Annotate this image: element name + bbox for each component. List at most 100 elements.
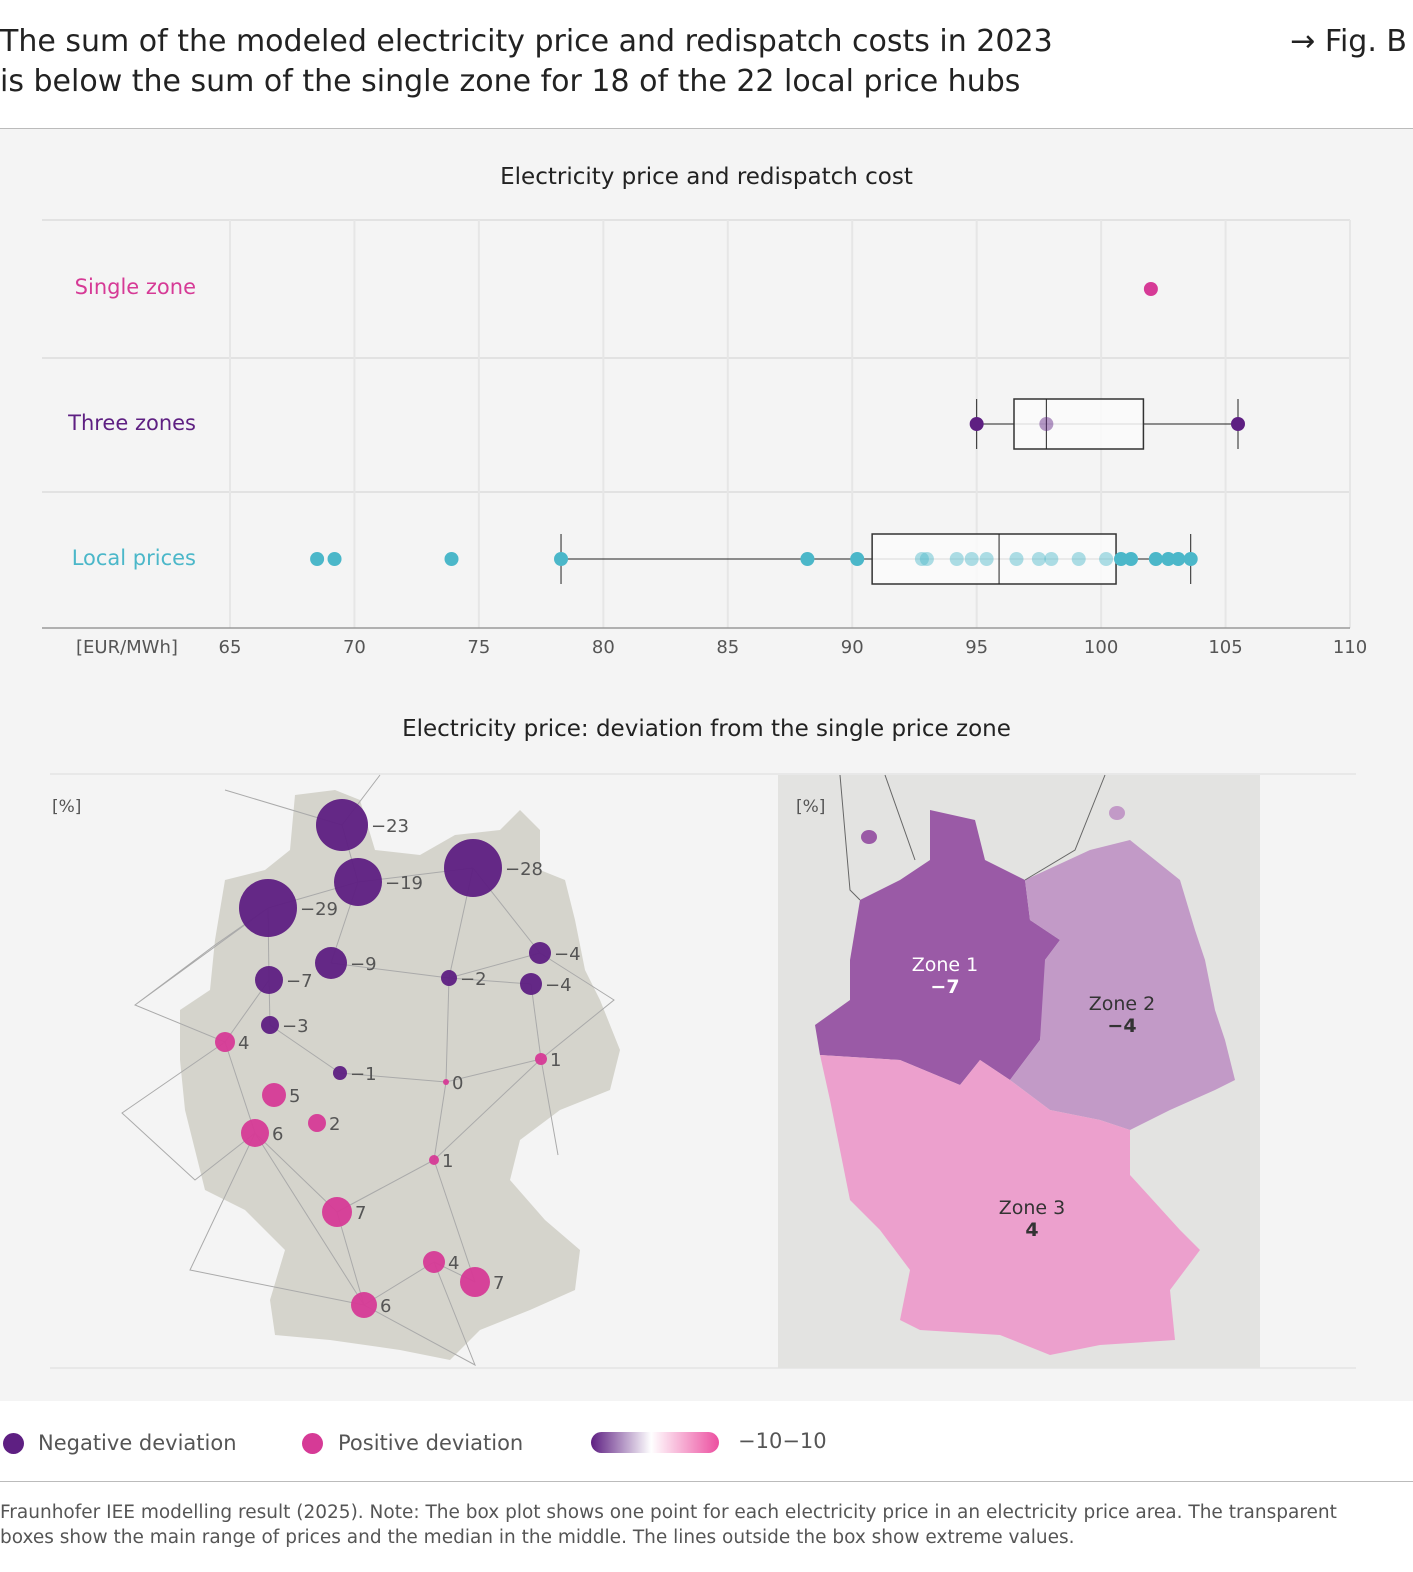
x-tick-label: 110 bbox=[1332, 637, 1368, 658]
data-point bbox=[800, 552, 815, 566]
zone-2-area bbox=[1010, 840, 1235, 1130]
price-hub-label: 6 bbox=[272, 1124, 283, 1145]
price-hub-bubble bbox=[535, 1053, 547, 1065]
transmission-line bbox=[339, 1072, 447, 1083]
color-scale-bar bbox=[591, 1432, 719, 1453]
germany-outline bbox=[180, 790, 620, 1360]
price-hub-label: 1 bbox=[442, 1151, 453, 1172]
figure-reference[interactable]: → Fig. B bbox=[1290, 24, 1407, 59]
price-hub-label: −23 bbox=[371, 816, 409, 837]
boxplot-title: Electricity price and redispatch cost bbox=[500, 164, 913, 190]
x-tick-label: 70 bbox=[342, 637, 366, 658]
price-hub-label: 2 bbox=[329, 1114, 340, 1135]
transmission-line bbox=[433, 1159, 476, 1283]
price-hub-bubble bbox=[423, 1251, 445, 1273]
negative-deviation-swatch bbox=[3, 1433, 24, 1454]
price-hub-label: 0 bbox=[452, 1073, 463, 1094]
price-hub-bubble bbox=[333, 1066, 347, 1080]
map-unit-right: [%] bbox=[796, 797, 826, 817]
price-hub-label: −29 bbox=[300, 899, 338, 920]
iqr-box bbox=[871, 533, 1117, 585]
legend-negative: Negative deviation bbox=[38, 1431, 237, 1455]
border-link bbox=[121, 907, 476, 1367]
transmission-line bbox=[445, 977, 450, 1083]
positive-deviation-swatch bbox=[302, 1433, 323, 1454]
price-hub-label: −2 bbox=[460, 969, 487, 990]
price-hub-bubble bbox=[255, 966, 283, 994]
price-hub-bubble bbox=[308, 1114, 326, 1132]
price-hub-bubble bbox=[443, 1079, 449, 1085]
transmission-line bbox=[254, 1132, 338, 1213]
price-hub-label: 4 bbox=[448, 1253, 459, 1274]
price-hub-bubble bbox=[351, 1292, 377, 1318]
data-point bbox=[1044, 552, 1059, 566]
x-tick-label: 105 bbox=[1208, 637, 1243, 658]
price-hub-label: 7 bbox=[355, 1203, 366, 1224]
price-hub-label: −7 bbox=[286, 971, 313, 992]
color-scale-range: −10−10 bbox=[738, 1429, 827, 1453]
data-point bbox=[1071, 552, 1086, 566]
data-point bbox=[1031, 552, 1046, 566]
data-point bbox=[1171, 552, 1186, 566]
price-hub-bubble bbox=[334, 858, 382, 906]
transmission-line bbox=[330, 962, 450, 979]
zone-3-area bbox=[820, 1055, 1200, 1355]
price-hub-bubble bbox=[262, 1083, 286, 1107]
map-unit-left: [%] bbox=[52, 797, 82, 817]
iqr-box bbox=[1013, 398, 1145, 450]
price-hub-bubble bbox=[215, 1032, 235, 1052]
price-hub-bubble bbox=[316, 799, 368, 851]
transmission-line bbox=[224, 1041, 256, 1134]
transmission-line bbox=[363, 1261, 435, 1306]
transmission-line bbox=[433, 1058, 542, 1161]
x-tick-label: 65 bbox=[218, 637, 242, 658]
legend-positive: Positive deviation bbox=[338, 1431, 524, 1455]
row-label-single-zone: Single zone bbox=[74, 275, 196, 299]
transmission-line bbox=[336, 1159, 435, 1213]
price-hub-label: −4 bbox=[554, 944, 581, 965]
zone-1-area bbox=[815, 810, 1060, 1085]
price-hub-label: −1 bbox=[350, 1064, 377, 1085]
price-hub-bubble bbox=[429, 1155, 439, 1165]
data-point bbox=[1148, 552, 1163, 566]
border-link bbox=[539, 952, 615, 1156]
price-hub-label: −3 bbox=[282, 1016, 309, 1037]
transmission-line bbox=[530, 983, 542, 1060]
price-hub-label: −4 bbox=[545, 975, 572, 996]
zone-2-label: Zone 2 −4 bbox=[1088, 993, 1156, 1037]
data-point bbox=[964, 552, 979, 566]
data-point bbox=[850, 552, 865, 566]
data-point bbox=[1114, 552, 1129, 566]
price-hub-bubble bbox=[444, 839, 502, 897]
row-label-local-prices: Local prices bbox=[71, 546, 196, 570]
transmission-line bbox=[448, 977, 532, 985]
data-point bbox=[1183, 552, 1198, 566]
transmission-line bbox=[269, 1024, 341, 1074]
price-hub-bubble bbox=[460, 1267, 490, 1297]
transmission-line bbox=[254, 1132, 365, 1306]
x-axis-unit: [EUR/MWh] bbox=[76, 637, 178, 658]
data-point bbox=[327, 552, 342, 566]
price-hub-bubble bbox=[239, 879, 297, 937]
row-label-three-zones: Three zones bbox=[68, 411, 196, 435]
price-hub-bubble bbox=[520, 973, 542, 995]
transmission-line bbox=[445, 1058, 542, 1083]
divider bbox=[0, 1481, 1413, 1482]
price-hub-bubble bbox=[529, 942, 551, 964]
price-hub-bubble bbox=[441, 970, 457, 986]
data-point bbox=[444, 552, 459, 566]
x-tick-label: 85 bbox=[716, 637, 740, 658]
boxplot-svg bbox=[42, 219, 1351, 629]
price-hub-bubble bbox=[322, 1197, 352, 1227]
price-hub-bubble bbox=[261, 1016, 279, 1034]
price-hub-bubble bbox=[241, 1119, 269, 1147]
transmission-line bbox=[448, 952, 541, 979]
transmission-line bbox=[433, 1081, 447, 1161]
data-point bbox=[1161, 552, 1176, 566]
price-hub-bubble bbox=[315, 947, 347, 979]
map-title: Electricity price: deviation from the si… bbox=[402, 716, 1011, 742]
price-hub-label: −19 bbox=[385, 873, 423, 894]
maps-svg: −23 −19 −28 −29 −9 −7 −2 −4 −4 −3 4 −1 0 1 5 2 6 1 7 4 7 6 bbox=[50, 773, 1356, 1369]
price-hub-label: 1 bbox=[550, 1050, 561, 1071]
footnote: Fraunhofer IEE modelling result (2025). … bbox=[0, 1502, 1337, 1548]
